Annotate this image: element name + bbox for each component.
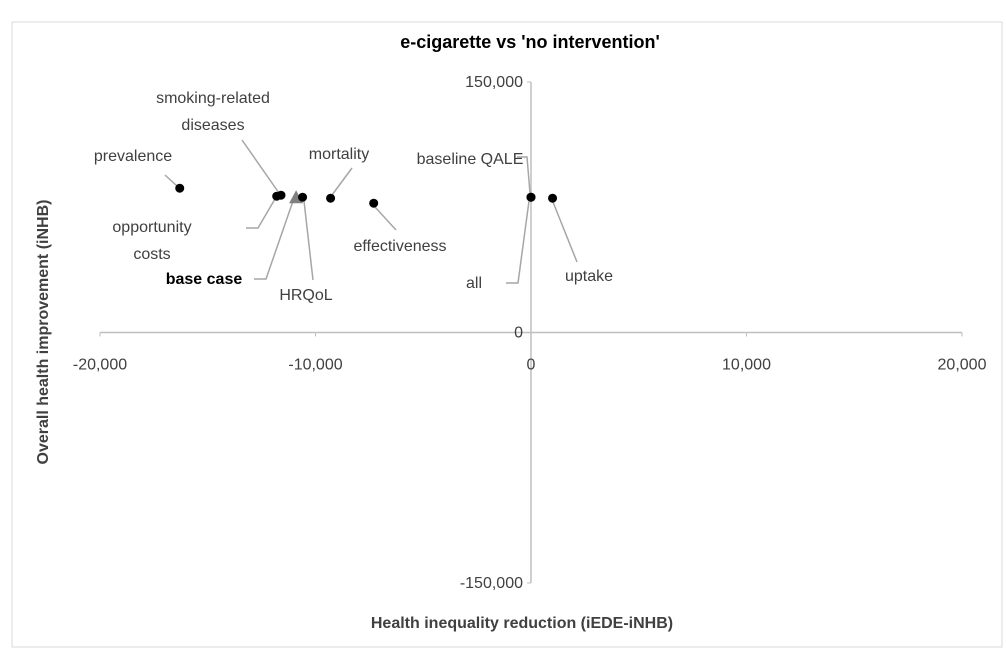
leader-line — [517, 156, 531, 194]
point-label: base case — [166, 271, 243, 288]
chart-title: e-cigarette vs 'no intervention' — [400, 32, 660, 52]
point — [326, 193, 336, 203]
point-label: prevalence — [94, 148, 172, 165]
y-tick-label: 0 — [514, 325, 523, 342]
point-label: uptake — [565, 268, 613, 285]
y-tick-label: 150,000 — [465, 74, 523, 91]
chart-frame — [11, 21, 1003, 648]
point — [298, 192, 308, 202]
leader-line — [254, 200, 294, 280]
x-tick-label: 0 — [527, 357, 536, 374]
x-tick-label: 20,000 — [938, 357, 987, 374]
x-tick-label: -20,000 — [73, 357, 127, 374]
leader-line — [303, 200, 314, 281]
point-label: baseline QALE — [417, 151, 524, 168]
point — [526, 192, 536, 202]
leader-line — [331, 167, 353, 196]
point-label: opportunity costs — [112, 219, 191, 263]
leader-line — [241, 139, 280, 194]
point-label: all — [466, 275, 482, 292]
point-label: mortality — [309, 146, 369, 163]
leader-line — [164, 174, 178, 187]
leader-line — [506, 200, 530, 284]
point — [175, 183, 185, 193]
leader-line — [246, 198, 276, 229]
point-label: effectiveness — [353, 238, 446, 255]
y-axis-title: Overall health improvement (iNHB) — [35, 200, 52, 465]
leader-line — [552, 201, 578, 263]
point-label: HRQoL — [279, 287, 332, 304]
y-tick-label: -150,000 — [460, 575, 523, 592]
point — [272, 191, 282, 201]
point — [548, 193, 558, 203]
leader-line — [374, 206, 397, 231]
x-tick-label: -10,000 — [288, 357, 342, 374]
x-axis-title: Health inequality reduction (iEDE-iNHB) — [371, 615, 673, 632]
point-label: smoking-related diseases — [156, 90, 270, 134]
point — [369, 198, 379, 208]
x-tick-label: 10,000 — [722, 357, 771, 374]
